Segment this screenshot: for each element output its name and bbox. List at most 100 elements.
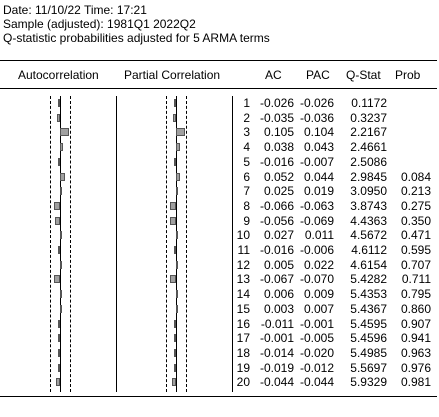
pac-bar	[176, 290, 178, 299]
ac-cell: 0.025	[263, 184, 294, 199]
qstat-cell: 3.8743	[350, 198, 387, 213]
prob-cell: 0.350	[400, 213, 431, 228]
prob-cell: 0.795	[400, 287, 431, 302]
lag-cell: 9	[243, 213, 250, 228]
lag-cell: 6	[243, 169, 250, 184]
lag-cell: 20	[236, 375, 250, 390]
col-ac: AC	[265, 68, 282, 82]
pac-bar	[176, 260, 178, 269]
pac-bar	[170, 201, 176, 210]
ac-cell: -0.044	[259, 375, 294, 390]
qstat-cell: 5.9329	[350, 375, 387, 390]
lag-cell: 11	[237, 243, 250, 257]
ac-bar	[58, 157, 60, 166]
lag-cell: 17	[236, 331, 250, 346]
qstat-cell: 5.4595	[350, 316, 387, 331]
plot-separator-right	[232, 96, 233, 392]
qstat-cell: 5.4367	[350, 301, 387, 316]
pac-cell: -0.070	[299, 272, 334, 287]
pac-bar	[176, 172, 180, 181]
pac-bar	[169, 275, 176, 284]
prob-cell: 0.595	[400, 243, 431, 257]
qstat-cell: 0.3237	[350, 110, 387, 125]
ac-bar	[53, 275, 60, 284]
pac-lower-bound	[166, 96, 167, 392]
pac-bar	[169, 216, 176, 225]
prob-cell: 0.860	[400, 301, 431, 316]
lag-cell: 16	[236, 316, 250, 331]
pac-upper-bound	[186, 96, 187, 392]
lag-cell: 15	[236, 301, 250, 316]
ac-zero-line	[60, 96, 61, 392]
qstat-cell: 3.0950	[350, 184, 387, 199]
ac-bar	[60, 143, 64, 152]
col-partial-correlation: Partial Correlation	[124, 68, 221, 82]
ac-bar	[60, 260, 62, 269]
ac-bar	[60, 128, 70, 137]
lag-cell: 19	[236, 360, 250, 375]
ac-cell: -0.056	[259, 213, 294, 228]
ac-lower-bound	[50, 96, 51, 392]
ac-cell: -0.067	[259, 272, 294, 287]
ac-bar	[60, 231, 63, 240]
ac-bar	[56, 378, 60, 387]
qstat-cell: 5.4596	[350, 331, 387, 346]
qstat-cell: 2.5086	[350, 154, 387, 169]
pac-zero-line	[176, 96, 177, 392]
ac-cell: -0.011	[260, 316, 294, 331]
lag-cell: 18	[236, 345, 250, 360]
pac-bar	[174, 348, 176, 357]
pac-cell: -0.026	[299, 96, 334, 110]
pac-cell: 0.007	[303, 301, 334, 316]
sample-line: Sample (adjusted): 1981Q1 2022Q2	[3, 17, 196, 31]
pac-cell: -0.001	[299, 316, 334, 331]
qstat-cell: 5.4985	[350, 345, 387, 360]
qstat-cell: 5.5697	[350, 360, 387, 375]
pac-cell: 0.044	[303, 169, 334, 184]
lag-cell: 13	[236, 272, 250, 287]
lag-cell: 5	[243, 154, 250, 169]
col-autocorrelation: Autocorrelation	[18, 68, 99, 82]
pac-cell: -0.044	[299, 375, 334, 390]
prob-cell: 0.981	[400, 375, 431, 390]
bottom-rule	[0, 396, 437, 397]
pac-cell: 0.011	[304, 228, 334, 243]
prob-cell: 0.275	[400, 198, 431, 213]
ac-bar	[58, 319, 60, 328]
ac-cell: 0.005	[263, 257, 294, 272]
qstat-cell: 2.4661	[350, 140, 387, 155]
prob-cell: 0.707	[400, 257, 431, 272]
pac-bar	[172, 113, 176, 122]
ac-bar	[60, 290, 62, 299]
qstat-cell: 5.4282	[350, 272, 387, 287]
prob-cell: 0.963	[400, 345, 431, 360]
pac-bar	[174, 363, 176, 372]
col-pac: PAC	[306, 68, 330, 82]
pac-bar	[174, 334, 176, 343]
ac-cell: -0.016	[259, 243, 294, 257]
qstat-cell: 2.9845	[350, 169, 387, 184]
pac-bar	[174, 319, 176, 328]
pac-cell: -0.020	[299, 345, 334, 360]
pac-cell: -0.007	[299, 154, 334, 169]
qstat-cell: 0.1172	[351, 96, 387, 110]
lag-cell: 4	[243, 140, 250, 155]
prob-cell: 0.084	[400, 169, 431, 184]
ac-cell: -0.035	[259, 110, 294, 125]
pac-bar	[176, 304, 178, 313]
ac-bar	[58, 334, 60, 343]
qstat-note-line: Q-statistic probabilities adjusted for 5…	[3, 31, 270, 45]
qstat-cell: 2.2167	[350, 125, 387, 140]
ac-upper-bound	[70, 96, 71, 392]
date-time-line: Date: 11/10/22 Time: 17:21	[3, 3, 147, 17]
pac-cell: 0.043	[303, 140, 334, 155]
pac-bar	[172, 378, 176, 387]
ac-cell: -0.001	[259, 331, 294, 346]
ac-bar	[60, 172, 65, 181]
ac-cell: 0.038	[263, 140, 294, 155]
pac-cell: -0.069	[299, 213, 334, 228]
ac-bar	[60, 187, 63, 196]
ac-bar	[57, 99, 60, 107]
qstat-cell: 4.4363	[350, 213, 387, 228]
ac-cell: -0.014	[259, 345, 294, 360]
